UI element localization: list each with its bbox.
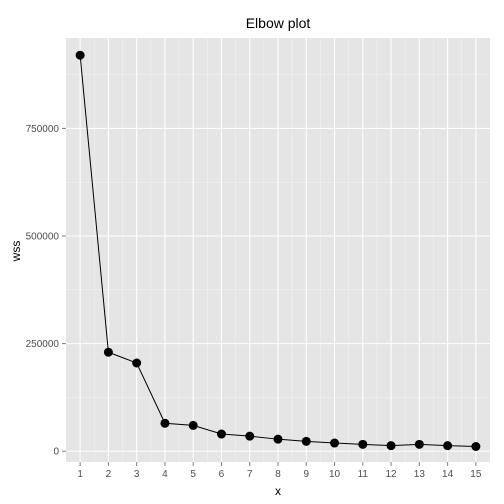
data-point [443, 441, 453, 451]
x-tick-label: 13 [414, 469, 426, 480]
data-series [75, 50, 481, 452]
data-point [160, 418, 170, 428]
x-tick-label: 8 [275, 469, 281, 480]
data-point [245, 431, 255, 441]
x-tick-label: 15 [470, 469, 482, 480]
x-tick-label: 9 [303, 469, 309, 480]
x-tick-label: 11 [358, 469, 369, 480]
chart-title: Elbow plot [246, 15, 311, 31]
data-point [386, 441, 396, 451]
x-axis-title: x [275, 484, 281, 498]
data-point [330, 438, 340, 448]
data-point [471, 442, 481, 452]
x-tick-label: 1 [77, 469, 83, 480]
x-axis-ticks: 1 2 3 4 5 6 7 8 9 10 11 12 13 14 15 [77, 462, 482, 480]
data-point [188, 420, 198, 430]
y-axis-title: wss [9, 241, 23, 263]
x-tick-label: 4 [162, 469, 168, 480]
data-point [301, 436, 311, 446]
x-tick-label: 14 [442, 469, 454, 480]
y-tick-label: 0 [53, 447, 59, 458]
data-point [273, 434, 283, 444]
y-tick-label: 500000 [26, 232, 60, 243]
y-axis-ticks: 0 250000 500000 750000 [26, 124, 66, 458]
x-tick-label: 5 [190, 469, 196, 480]
x-tick-label: 3 [134, 469, 140, 480]
x-tick-label: 12 [386, 469, 398, 480]
x-tick-label: 6 [219, 469, 225, 480]
data-point [103, 347, 113, 357]
x-tick-label: 10 [329, 469, 341, 480]
x-tick-label: 2 [106, 469, 112, 480]
x-tick-label: 7 [247, 469, 253, 480]
y-tick-label: 750000 [26, 124, 60, 135]
data-point [75, 50, 85, 60]
data-point [414, 439, 424, 449]
data-point [132, 358, 142, 368]
grid-lines [66, 38, 490, 462]
y-tick-label: 250000 [26, 339, 60, 350]
data-point [358, 439, 368, 449]
data-point [216, 429, 226, 439]
